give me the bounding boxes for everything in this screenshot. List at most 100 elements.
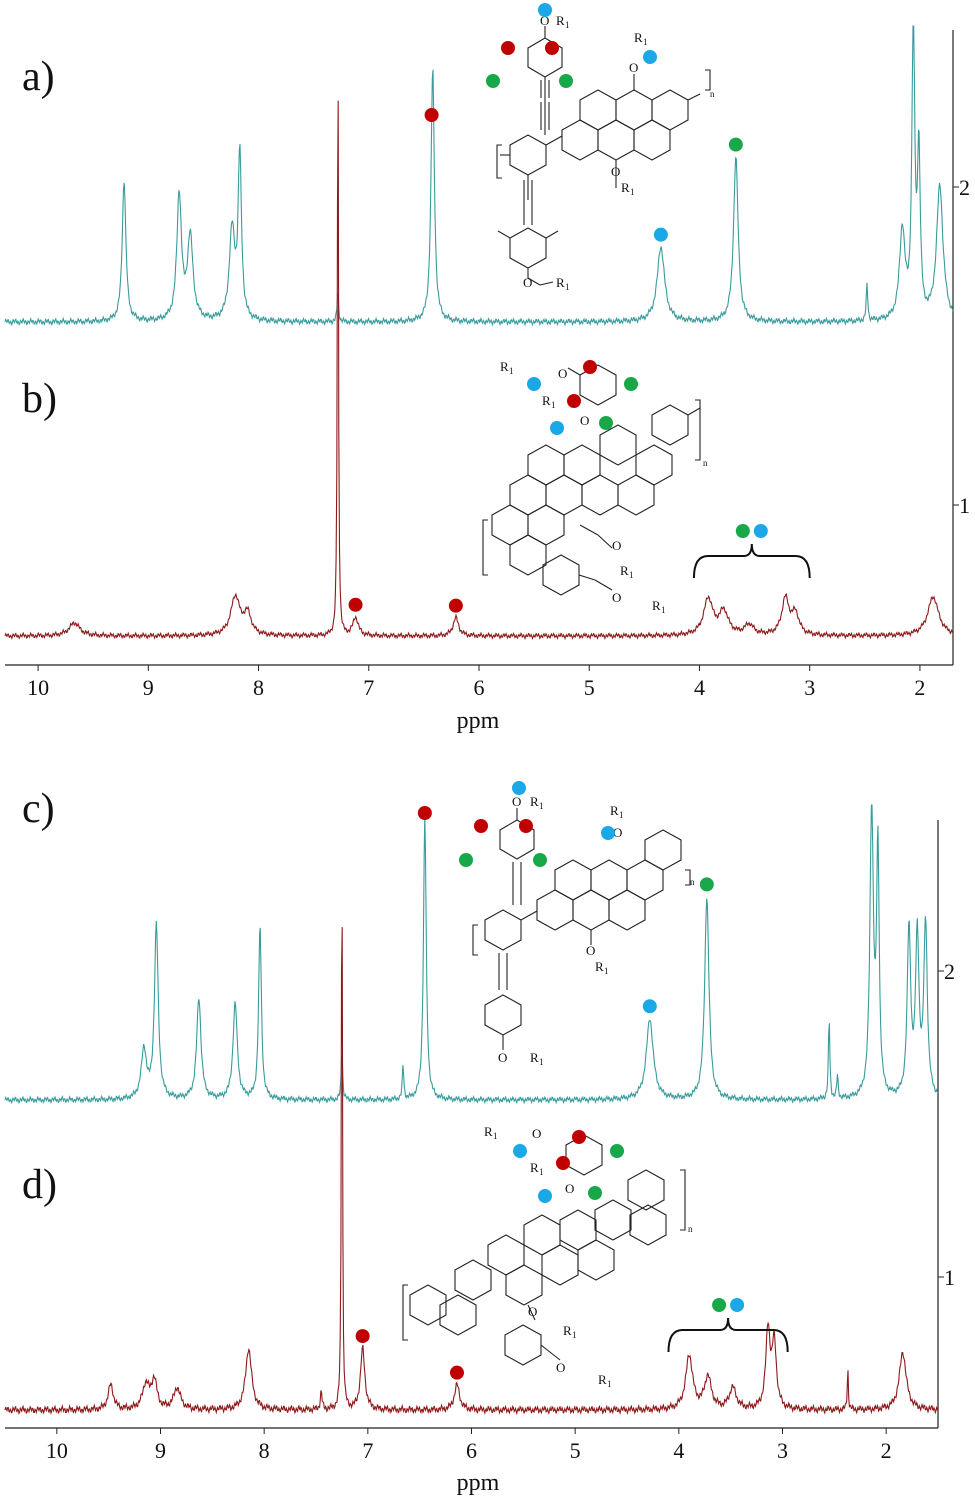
x-axis-title: ppm: [457, 1470, 500, 1496]
x-tick-label: 5: [570, 1438, 581, 1463]
structure-dot-blue: [601, 826, 615, 840]
substituent-subscript: 1: [551, 400, 556, 410]
substituent-subscript: 1: [629, 570, 634, 580]
molecule-structure-b: [482, 364, 701, 596]
x-tick-label: 2: [914, 675, 925, 700]
substituent-label: R: [620, 563, 629, 578]
substituent-subscript: 1: [565, 20, 570, 30]
x-tick-label: 3: [777, 1438, 788, 1463]
x-axis-ticks: 10 9 8 7 6 5 4 3 2: [46, 1428, 892, 1463]
substituent-subscript: 1: [619, 810, 624, 820]
oxygen-label: O: [565, 1181, 574, 1196]
peak-markers: [348, 107, 743, 1380]
polymer-n-label: n: [703, 458, 708, 468]
structure-dot-blue: [513, 1144, 527, 1158]
substituent-label: R: [484, 1124, 493, 1139]
peak-marker-green: [728, 137, 743, 152]
molecule-structure-c: [472, 808, 691, 1050]
substituent-subscript: 1: [539, 1167, 544, 1177]
plot-frame-bottom: [5, 820, 944, 1429]
structure-labels-d: R 1 O R 1 O O R 1 O R 1 n: [484, 1124, 693, 1389]
spectra: [4, 25, 954, 1416]
substituent-label: R: [500, 359, 509, 374]
range-braces: [667, 524, 811, 1353]
x-tick-label: 9: [143, 675, 154, 700]
oxygen-label: O: [558, 366, 567, 381]
right-axis-label-2: 2: [959, 175, 970, 200]
molecule-structure-a: [496, 26, 711, 286]
structure-dot-red: [519, 819, 533, 833]
substituent-subscript: 1: [607, 1379, 612, 1389]
x-tick-label: 10: [27, 675, 49, 700]
substituent-label: R: [598, 1372, 607, 1387]
panel-label-d: d): [22, 1162, 57, 1208]
substituent-label: R: [610, 803, 619, 818]
substituent-subscript: 1: [509, 366, 514, 376]
peak-marker-blue: [642, 999, 657, 1014]
molecule-structure-d: [402, 1134, 686, 1366]
structure-dot-blue: [512, 781, 526, 795]
x-tick-label: 3: [804, 675, 815, 700]
oxygen-label: O: [586, 943, 595, 958]
substituent-subscript: 1: [572, 1330, 577, 1340]
peak-marker-red: [348, 597, 363, 612]
structure-labels-b: R 1 O R 1 O O R 1 O R 1 n: [500, 359, 708, 615]
structure-dot-green: [486, 74, 500, 88]
right-axis-label-2: 2: [944, 959, 955, 984]
structure-dot-blue: [538, 3, 552, 17]
oxygen-label: O: [532, 1126, 541, 1141]
substituent-subscript: 1: [493, 1131, 498, 1141]
polymer-n-label: n: [690, 877, 695, 887]
x-tick-label: 7: [363, 675, 374, 700]
spectrum-line-c: [4, 804, 939, 1105]
substituent-subscript: 1: [661, 605, 666, 615]
brace-marker-green: [735, 524, 750, 538]
brace-marker-blue: [730, 1298, 745, 1312]
structure-dot-red: [545, 41, 559, 55]
substituent-label: R: [556, 275, 565, 290]
substituent-label: R: [634, 30, 643, 45]
substituent-label: R: [621, 180, 630, 195]
spectrum-line-a: [4, 25, 954, 327]
brace-marker-green: [712, 1298, 727, 1312]
oxygen-label: O: [556, 1360, 565, 1375]
oxygen-label: O: [528, 1304, 537, 1319]
structure-dot-green: [624, 377, 638, 391]
x-tick-label: 6: [466, 1438, 477, 1463]
structure-dot-green: [533, 853, 547, 867]
x-tick-label: 10: [46, 1438, 68, 1463]
structure-dot-blue: [538, 1189, 552, 1203]
x-axis-ticks: 10 9 8 7 6 5 4 3 2: [27, 665, 925, 700]
substituent-label: R: [595, 959, 604, 974]
x-tick-label: 4: [694, 675, 705, 700]
x-tick-label: 6: [474, 675, 485, 700]
range-brace: [692, 543, 811, 579]
x-tick-label: 8: [253, 675, 264, 700]
x-tick-label: 8: [259, 1438, 270, 1463]
x-tick-label: 7: [362, 1438, 373, 1463]
oxygen-label: O: [629, 60, 638, 75]
spectrum-line-b: [4, 100, 954, 641]
substituent-label: R: [530, 1160, 539, 1175]
substituent-label: R: [542, 393, 551, 408]
substituent-label: R: [530, 1050, 539, 1065]
x-axis-title: ppm: [457, 708, 500, 734]
structure-dot-red: [501, 41, 515, 55]
peak-marker-red: [448, 598, 463, 613]
brace-marker-blue: [753, 524, 768, 538]
oxygen-label: O: [512, 794, 521, 809]
structure-dot-blue: [527, 377, 541, 391]
substituent-subscript: 1: [539, 1057, 544, 1067]
peak-marker-red: [449, 1365, 464, 1380]
plot-frame-top: [5, 30, 959, 666]
structure-dot-green: [610, 1144, 624, 1158]
oxygen-label: O: [612, 538, 621, 553]
oxygen-label: O: [523, 275, 532, 290]
structure-dot-red: [583, 360, 597, 374]
oxygen-label: O: [540, 13, 549, 28]
range-brace: [667, 1317, 789, 1353]
spectrum-line-d: [4, 927, 939, 1416]
structure-dot-green: [588, 1186, 602, 1200]
structure-position-dots: [459, 3, 657, 1203]
